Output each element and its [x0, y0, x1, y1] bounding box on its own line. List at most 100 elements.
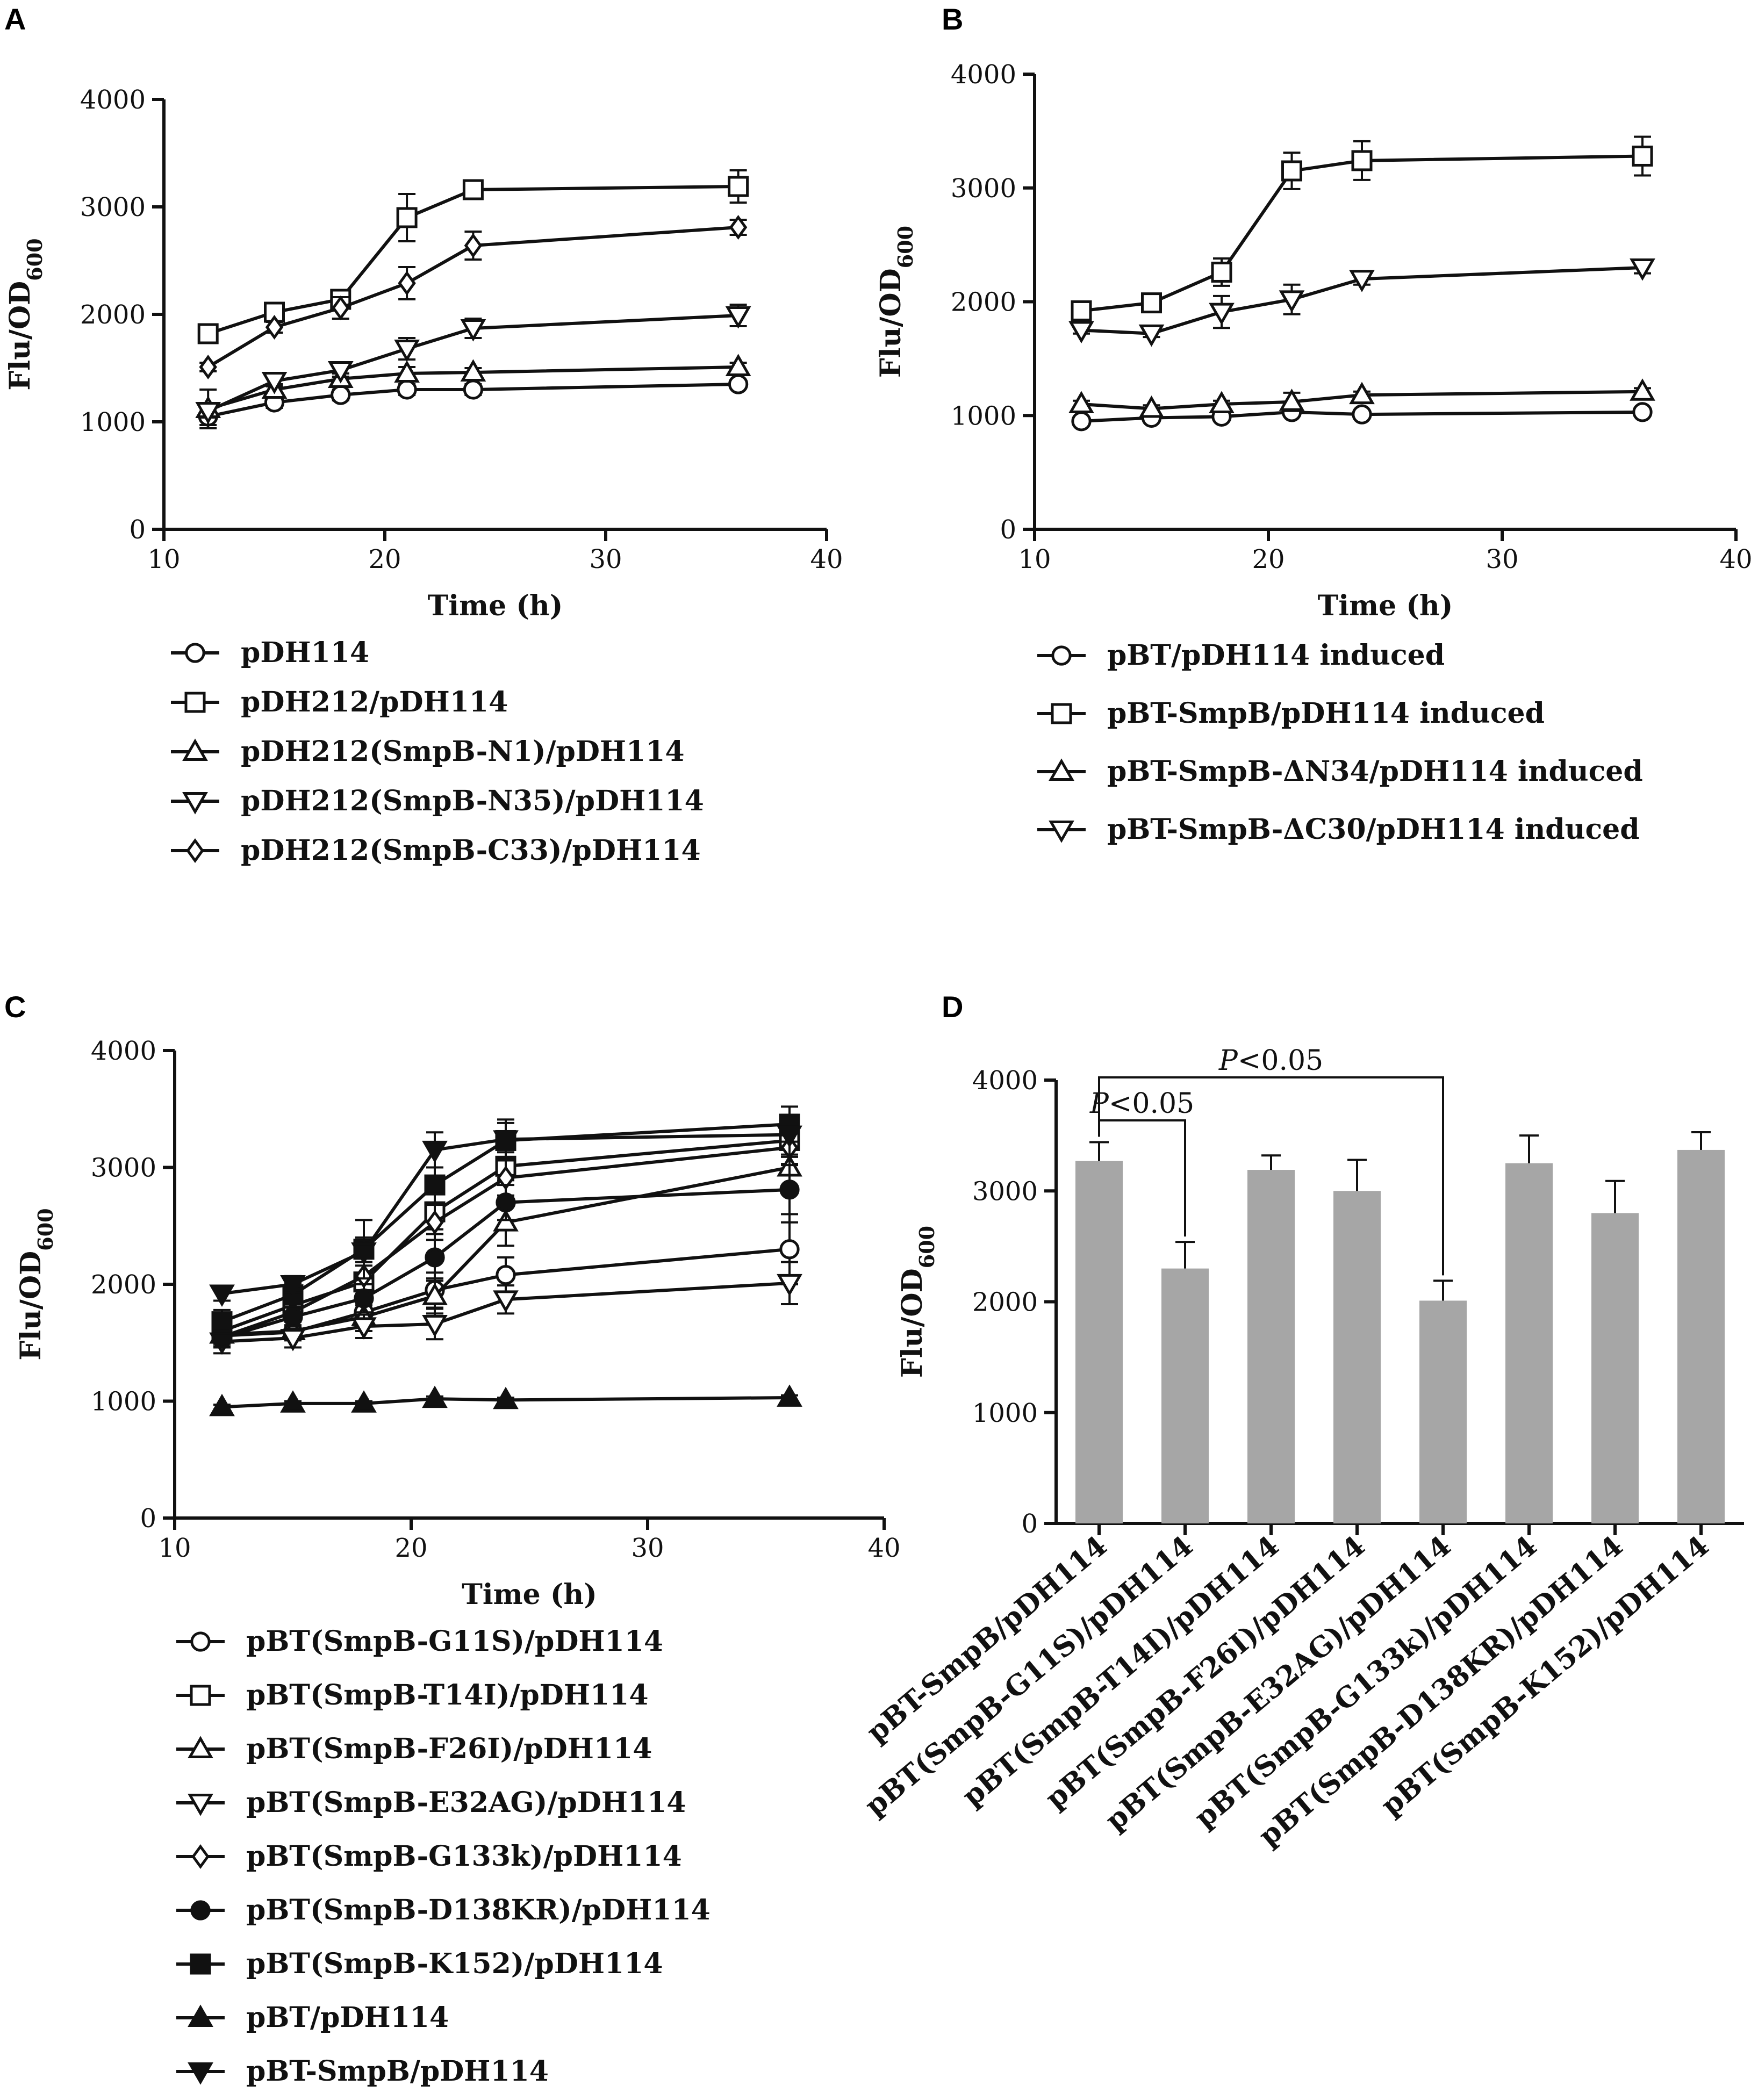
- data-point: [1279, 389, 1305, 411]
- legend-item: pDH212(SmpB-N1)/pDH114: [171, 735, 685, 768]
- y-tick-label: 1000: [80, 407, 146, 437]
- series-1: [198, 374, 749, 427]
- legend-item: pDH212(SmpB-N35)/pDH114: [171, 785, 704, 817]
- bar: [1075, 1161, 1123, 1523]
- legend-item: pBT-SmpB/pDH114: [176, 2055, 549, 2088]
- series-line: [221, 1396, 790, 1409]
- bar: [1333, 1191, 1381, 1523]
- series-line: [221, 1188, 790, 1340]
- data-point: [1211, 261, 1232, 283]
- bar: [1505, 1163, 1553, 1523]
- series-line: [221, 1133, 790, 1296]
- data-point: [779, 1180, 800, 1200]
- data-point: [460, 319, 486, 342]
- x-tick-label: 10: [158, 1533, 191, 1563]
- legend-item: pDH212(SmpB-C33)/pDH114: [171, 834, 701, 867]
- legend-item: pBT(SmpB-G133k)/pDH114: [176, 1840, 682, 1873]
- bar: [1161, 1268, 1209, 1523]
- bar: [1247, 1170, 1295, 1523]
- y-tick-label: 1000: [91, 1387, 156, 1417]
- legend-marker: [1049, 758, 1074, 781]
- data-point: [265, 315, 284, 340]
- data-point: [424, 1174, 446, 1196]
- legend-item: pBT(SmpB-D138KR)/pDH114: [176, 1894, 711, 1926]
- y-tick-label: 3000: [951, 174, 1016, 204]
- legend-label: pBT(SmpB-F26I)/pDH114: [246, 1732, 652, 1765]
- legend-label: pBT(SmpB-D138KR)/pDH114: [246, 1894, 711, 1926]
- legend-label: pBT-SmpB-ΔC30/pDH114 induced: [1107, 813, 1640, 846]
- data-point: [725, 306, 751, 329]
- chart-panel-b: 10 20 30 40 0 1000 2000 3000 4000 Time (h) Flu/OD6…: [874, 60, 1753, 846]
- series-line: [207, 365, 738, 411]
- legend-item: pBT-SmpB-ΔC30/pDH114 induced: [1037, 813, 1640, 846]
- series-4: [195, 304, 751, 425]
- data-point: [397, 379, 417, 400]
- y-tick-label: 4000: [91, 1036, 156, 1066]
- legend-marker: [185, 643, 205, 663]
- series-5: [199, 215, 748, 379]
- y-axis-label: Flu/OD600: [4, 238, 47, 390]
- data-point: [398, 271, 416, 296]
- data-point: [331, 385, 351, 405]
- data-point: [351, 1317, 377, 1340]
- legend-item: pBT/pDH114 induced: [1037, 639, 1445, 672]
- data-point: [332, 296, 350, 320]
- legend-item: pBT/pDH114: [176, 2001, 449, 2034]
- y-axis-label-subscript: 600: [33, 1208, 58, 1250]
- y-axis-label-subscript: 600: [915, 1226, 939, 1268]
- legend-label: pBT/pDH114: [246, 2001, 449, 2034]
- data-point: [1141, 292, 1162, 314]
- data-point: [496, 1192, 516, 1213]
- legend-item: pDH114: [171, 636, 369, 669]
- legend-label: pDH212(SmpB-C33)/pDH114: [241, 834, 701, 867]
- bracket-line: [1098, 1076, 1444, 1276]
- bar: [1419, 1300, 1467, 1523]
- legend-marker: [190, 1900, 211, 1921]
- legend-label: pBT(SmpB-T14I)/pDH114: [246, 1679, 649, 1711]
- x-tick-label: 30: [1486, 544, 1518, 574]
- legend-marker: [184, 692, 206, 713]
- series-9: [209, 1113, 802, 1307]
- data-point: [1630, 258, 1655, 281]
- data-point: [1209, 303, 1235, 326]
- data-point: [422, 1140, 448, 1163]
- series-line: [221, 1146, 790, 1339]
- legend-item: pBT(SmpB-E32AG)/pDH114: [176, 1786, 686, 1819]
- y-axis-label-main: Flu/OD: [15, 1251, 47, 1361]
- y-axis-label-main: Flu/OD: [874, 268, 907, 378]
- legend-marker: [188, 1736, 213, 1758]
- data-point: [1349, 270, 1375, 292]
- data-point: [496, 1264, 516, 1285]
- legend-label: pDH212/pDH114: [241, 686, 508, 718]
- data-point: [777, 1274, 802, 1297]
- y-axis-label: Flu/OD600: [896, 1226, 939, 1378]
- legend-label: pBT(SmpB-G11S)/pDH114: [246, 1625, 663, 1658]
- y-tick-label: 4000: [80, 85, 146, 115]
- data-point: [1068, 391, 1094, 414]
- data-point: [1281, 160, 1302, 182]
- data-point: [211, 1311, 233, 1333]
- significance-bracket: P<0.05: [1098, 1045, 1444, 1276]
- series-line: [1081, 410, 1643, 423]
- legend-label: pBT(SmpB-E32AG)/pDH114: [246, 1786, 686, 1819]
- data-point: [777, 1384, 802, 1407]
- panel-letter-c: C: [4, 990, 26, 1024]
- x-tick-label: 20: [1252, 544, 1285, 574]
- x-axis-label: Time (h): [462, 1578, 597, 1611]
- x-axis-label: Time (h): [428, 589, 563, 622]
- y-tick-label: 1000: [951, 401, 1016, 431]
- chart-panel-d: 01000200030004000Flu/OD600pBT-SmpB/pDH11…: [859, 1045, 1744, 1853]
- data-point: [779, 1239, 800, 1260]
- series-line: [221, 1166, 790, 1336]
- data-point: [729, 215, 748, 240]
- y-axis-label: Flu/OD600: [874, 226, 917, 378]
- data-point: [327, 361, 354, 384]
- data-point: [425, 1247, 445, 1268]
- y-tick-label: 0: [1000, 515, 1016, 545]
- bar: [1591, 1213, 1639, 1523]
- y-tick-label: 2000: [972, 1288, 1038, 1318]
- legend-label: pBT(SmpB-G133k)/pDH114: [246, 1840, 682, 1873]
- data-point: [351, 1242, 377, 1265]
- data-point: [280, 1390, 306, 1413]
